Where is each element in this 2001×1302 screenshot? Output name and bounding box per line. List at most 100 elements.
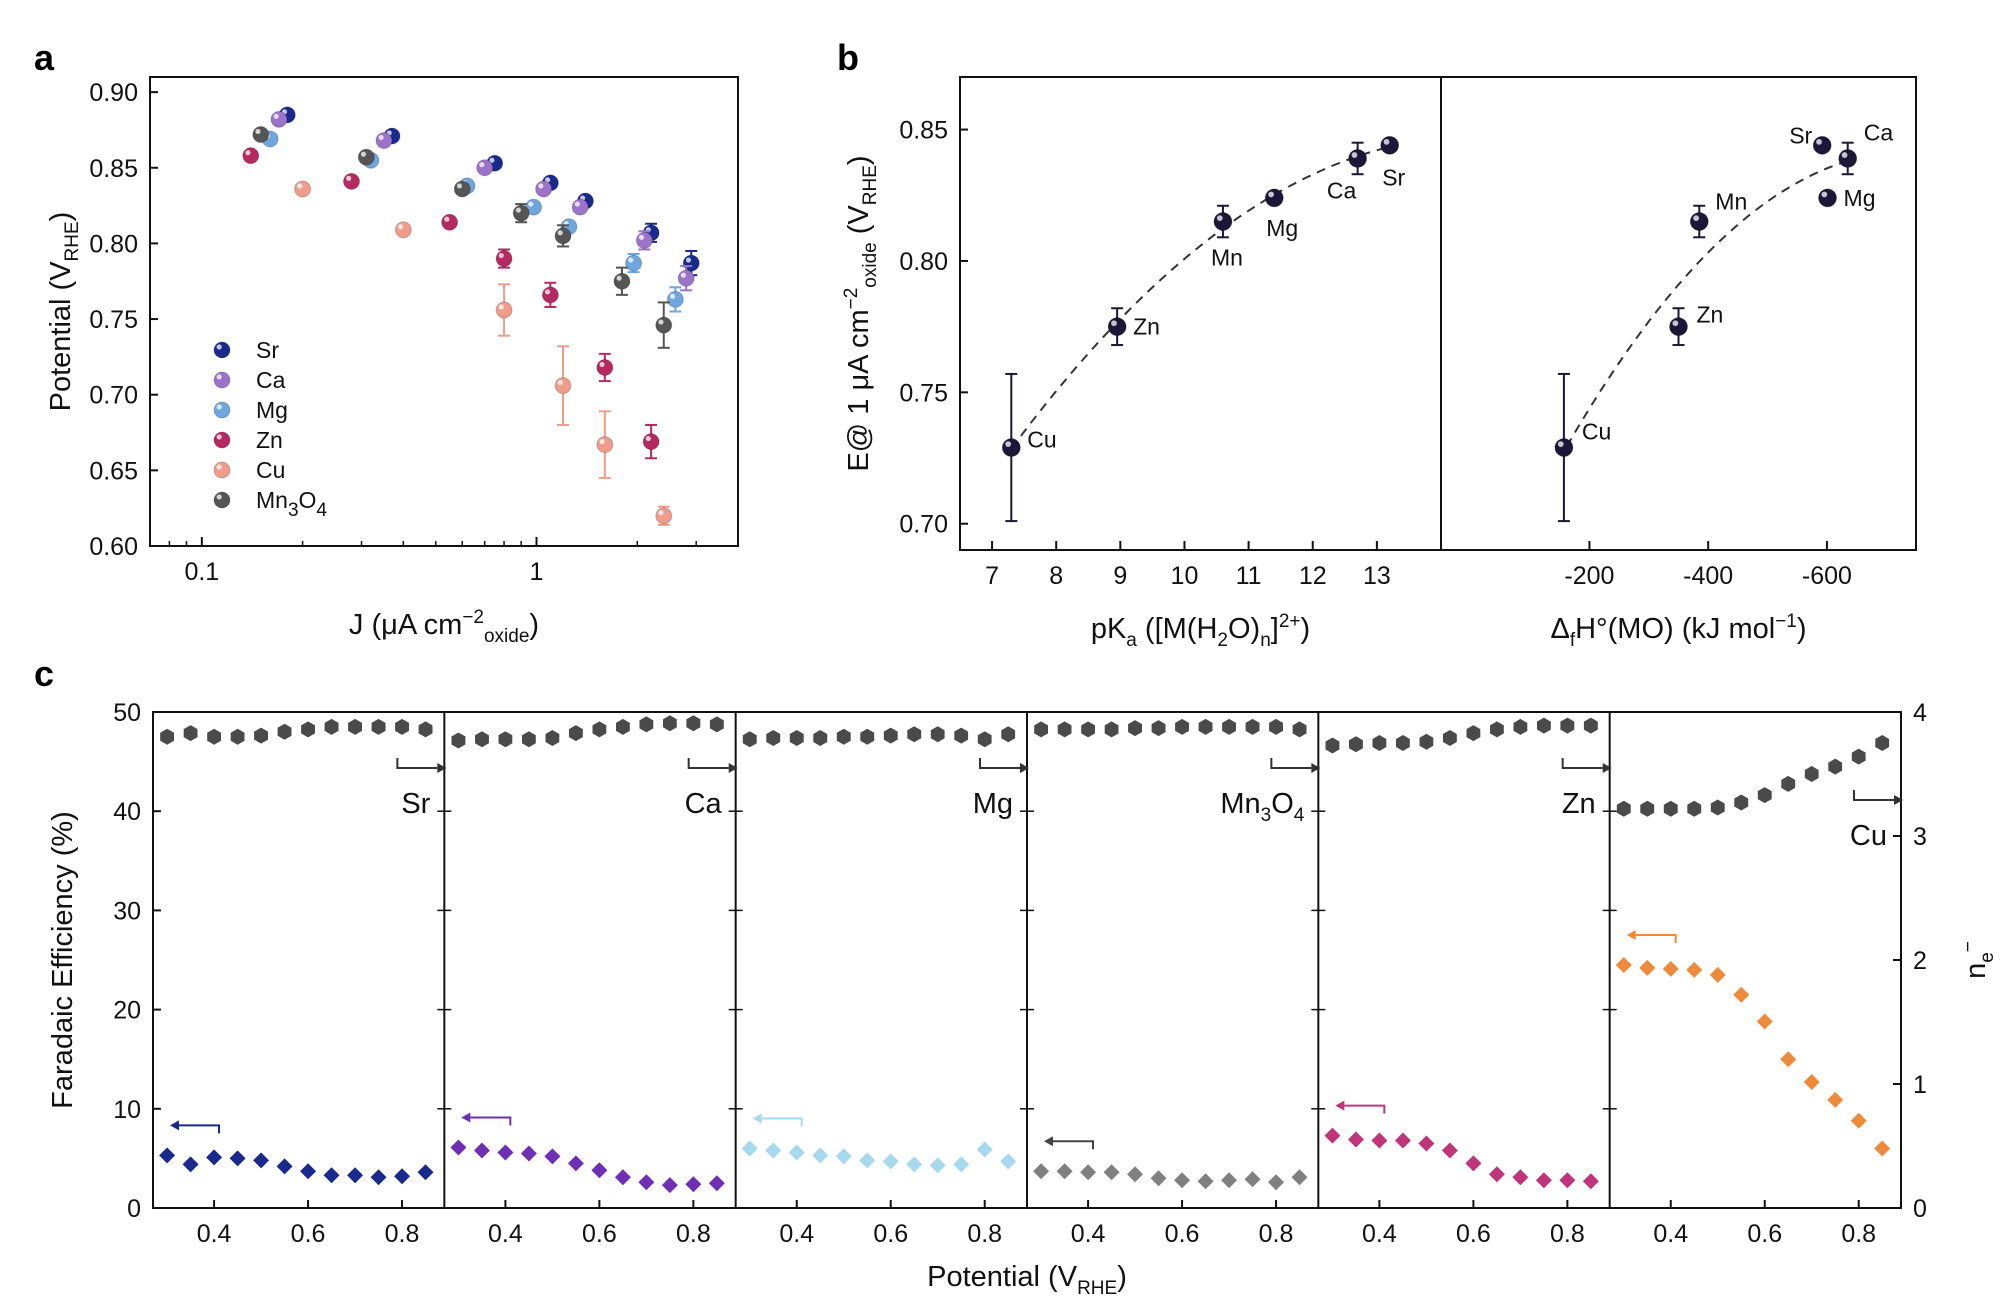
- panel-c-mg-fe-point: [765, 1142, 782, 1159]
- panel-c-zn-ne-point: [1490, 721, 1504, 738]
- panel-b-left-xtick-label: 11: [1236, 562, 1262, 590]
- panel-c-mg-ne-point: [789, 730, 804, 746]
- panel-a-point-cu: [495, 301, 513, 319]
- panel-a-point-cu-highlight: [557, 380, 563, 386]
- panel-c-mn3o4-ne-point: [1292, 721, 1307, 738]
- panel-b-right-point-zn-highlight: [1672, 320, 1679, 327]
- panel-a-ytick-label: 0.85: [89, 155, 138, 183]
- panel-c-xtick-label: 0.6: [1456, 1220, 1491, 1248]
- panel-b-left-point-sr-highlight: [1383, 139, 1390, 145]
- panel-b-right-label-zn: Zn: [1697, 302, 1724, 328]
- panel-b-left-point-mn-body: [1213, 212, 1233, 232]
- panel-a-point-zn-highlight: [498, 252, 504, 259]
- panel-c-cu-ne-point: [1616, 800, 1631, 817]
- panel-c-xlabel: Potential (VRHE): [927, 1261, 1127, 1299]
- panel-c-zn-fe-point: [1347, 1131, 1364, 1148]
- panel-a-point-zn: [642, 433, 660, 451]
- panel-a-chart: 0.60 0.65 0.70 0.75 0.80 0.85 0.90 0.1 1 Potentia…: [45, 76, 739, 647]
- panel-a-point-mn3o4-body: [655, 316, 673, 334]
- panel-a-point-mn3o4-body: [252, 125, 270, 143]
- panel-b-right-xtick-label: -400: [1683, 562, 1733, 590]
- panel-a-legend-marker-ca-body: [213, 371, 231, 389]
- panel-c-zn-fe-point: [1371, 1132, 1388, 1149]
- panel-c-sr-fe-point: [276, 1158, 293, 1175]
- panel-b-right-point-cu: [1554, 438, 1574, 458]
- panel-b-right-xtick-label: -600: [1802, 562, 1852, 590]
- panel-c-ytick-label-right: 1: [1913, 1071, 1927, 1099]
- panel-a-point-zn-body: [541, 286, 559, 304]
- panel-b-right-point-ca-body: [1838, 148, 1858, 168]
- panel-c-ca-fe-point: [544, 1148, 561, 1165]
- panel-a-ylabel: Potential (VRHE): [45, 212, 83, 412]
- panel-a-point-cu-body: [596, 436, 614, 454]
- panel-a-legend-marker-zn-highlight: [216, 434, 222, 440]
- panel-c-mg-ne-point: [836, 728, 851, 745]
- panel-c-cu-fe-point: [1709, 966, 1726, 983]
- panel-a-point-cu: [294, 180, 312, 198]
- panel-c-ca-fe-arrowhead: [461, 1112, 471, 1123]
- panel-a-legend-label-sr: Sr: [256, 337, 279, 363]
- panel-c-ca-ne-point: [686, 715, 701, 732]
- panel-c-cu-ne-point: [1781, 775, 1796, 792]
- panel-a-point-cu-body: [495, 301, 513, 319]
- panel-a-point-ca: [635, 231, 653, 249]
- panel-c-ca-ne-point: [475, 731, 489, 748]
- panel-a-ytick-label: 0.80: [89, 230, 138, 258]
- panel-c-cu-fe-point: [1615, 956, 1632, 973]
- panel-c-ca-fe-point: [497, 1144, 514, 1161]
- panel-c-ca-ne-point: [709, 716, 724, 733]
- panel-c-cu-fe-point: [1850, 1112, 1867, 1129]
- panel-c-zn-fe-point: [1512, 1169, 1529, 1186]
- panel-a-point-zn-highlight: [645, 436, 651, 442]
- panel-a-point-ca-highlight: [273, 113, 279, 119]
- panel-a-point-ca-highlight: [574, 201, 580, 207]
- panel-c-xtick-label: 0.8: [1259, 1220, 1294, 1248]
- panel-c-zn-ne-arrowhead: [1602, 763, 1612, 773]
- panel-a-point-zn-highlight: [346, 175, 352, 181]
- panel-c-mg-ne-point: [742, 731, 757, 748]
- panel-a-point-mn3o4-body: [453, 180, 471, 198]
- panel-b-left-point-mn: [1213, 212, 1233, 232]
- panel-b-right-point-sr: [1812, 135, 1832, 155]
- panel-a-frame: [149, 76, 739, 547]
- panel-c-cu-fe-arrow: [1635, 933, 1677, 943]
- panel-c-mg-fe-point: [859, 1152, 876, 1169]
- panel-b-left-label-cu: Cu: [1027, 427, 1056, 453]
- panel-b-right-point-mn: [1689, 212, 1709, 232]
- panel-b-right-label-sr: Sr: [1789, 122, 1812, 148]
- panel-a-legend-marker-mg-highlight: [216, 404, 222, 410]
- panel-b-right-point-zn: [1669, 317, 1688, 337]
- panel-a-point-ca: [677, 269, 695, 287]
- panel-a-point-mn3o4: [357, 148, 375, 166]
- panel-a-point-sr-highlight: [545, 177, 551, 183]
- panel-c-xtick-label: 0.6: [291, 1220, 326, 1248]
- panel-a-point-zn-highlight: [245, 150, 251, 156]
- panel-b-ytick-label: 0.80: [899, 248, 948, 276]
- panel-a-legend-label-ca: Ca: [256, 367, 286, 393]
- panel-c-zn-ne-point: [1419, 733, 1434, 750]
- panel-c-sr-ne-point: [183, 725, 198, 742]
- panel-c-ytick-label-left: 40: [113, 798, 141, 826]
- panel-a-point-zn: [441, 213, 459, 231]
- panel-c-mg-fe-point: [835, 1148, 852, 1165]
- panel-c-sr-fe-point: [206, 1149, 223, 1166]
- panel-b-left-label-ca: Ca: [1327, 177, 1357, 203]
- panel-c-xtick-label: 0.8: [967, 1220, 1002, 1248]
- panel-b-right-point-cu-highlight: [1557, 441, 1564, 447]
- panel-c-cu-ne-point: [1804, 766, 1819, 782]
- panel-b-right-label-ca: Ca: [1864, 119, 1894, 145]
- panel-b-left-point-mg-body: [1264, 188, 1284, 208]
- panel-b-left-fit-line: [1010, 145, 1390, 450]
- panel-c-mn3o4-fe-point: [1268, 1174, 1285, 1191]
- panel-a-legend-label-cu: Cu: [256, 457, 285, 483]
- panel-c-mn3o4-ne-point: [1151, 720, 1166, 737]
- panel-c-cu-ne-point: [1734, 794, 1749, 811]
- panel-c-mn3o4-fe-point: [1080, 1164, 1097, 1181]
- panel-c-zn-ne-point: [1349, 736, 1363, 753]
- panel-a-point-mn3o4-body: [512, 204, 530, 222]
- panel-c-sr-ne-point: [324, 718, 339, 735]
- panel-c-ylabel-left: Faradaic Efficiency (%): [47, 811, 79, 1109]
- panel-a-legend-marker-zn: [213, 431, 231, 449]
- panel-a-point-cu-highlight: [397, 224, 404, 230]
- panel-a-legend-label-zn: Zn: [256, 427, 283, 453]
